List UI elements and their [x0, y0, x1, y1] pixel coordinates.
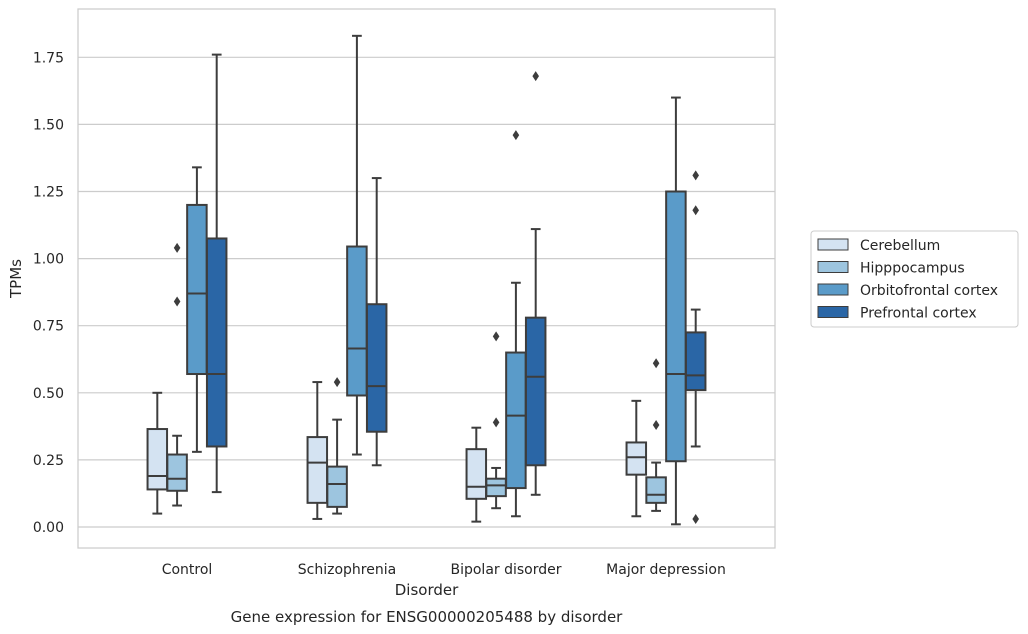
box-group	[326, 377, 348, 515]
outlier-point	[692, 170, 699, 181]
box-group	[684, 170, 707, 524]
box-group	[505, 130, 527, 518]
legend-swatch	[817, 238, 849, 251]
x-axis-title: Disorder	[395, 581, 459, 599]
box-iqr	[146, 428, 169, 491]
y-tick-labels: 0.00 0.25 0.50 0.75 1.00 1.25 1.50 1.75	[33, 50, 64, 536]
y-tick-label: 0.75	[33, 319, 64, 335]
box-iqr	[524, 316, 547, 467]
y-axis-title: TPMs	[7, 259, 25, 299]
box-group	[485, 331, 507, 510]
box-iqr	[365, 303, 388, 433]
box-group	[205, 53, 228, 494]
legend-label: Cerebellum	[860, 238, 940, 254]
legend-label: Orbitofrontal cortex	[860, 283, 998, 299]
outlier-point	[512, 130, 520, 141]
outlier-point	[492, 331, 500, 342]
box-iqr	[645, 476, 667, 504]
box-iqr	[205, 237, 228, 448]
box-group	[166, 242, 188, 507]
box-iqr	[306, 436, 329, 504]
y-tick-label: 1.00	[33, 252, 64, 268]
outlier-point	[492, 417, 500, 428]
legend-swatch	[817, 283, 849, 296]
box-group	[524, 71, 547, 496]
box-iqr	[665, 190, 687, 463]
box-iqr	[326, 465, 348, 508]
box-iqr	[485, 477, 507, 498]
box-group	[465, 426, 488, 523]
y-tick-label: 0.50	[33, 386, 64, 402]
y-tick-label: 0.25	[33, 453, 64, 469]
x-tick-labels: Control Schizophrenia Bipolar disorder Majo…	[162, 562, 726, 578]
box-group	[346, 34, 368, 456]
x-tick-label: Control	[162, 562, 213, 578]
box-iqr	[166, 453, 188, 492]
box-iqr	[625, 441, 648, 476]
legend-label: Hipppocampus	[860, 261, 965, 277]
outlier-point	[173, 296, 181, 307]
box-iqr	[684, 331, 707, 392]
x-tick-label: Schizophrenia	[298, 562, 396, 578]
box-group	[665, 96, 687, 526]
box-group	[645, 358, 667, 512]
legend-swatch	[817, 306, 849, 318]
box-iqr	[186, 203, 208, 376]
box-iqr	[465, 448, 488, 500]
y-tick-label: 0.00	[33, 520, 64, 536]
legend-swatch	[817, 261, 849, 273]
x-tick-label: Major depression	[606, 562, 726, 578]
y-tick-label: 1.25	[33, 185, 64, 201]
outlier-point	[652, 358, 660, 369]
box-group	[365, 177, 388, 467]
y-tick-label: 1.75	[33, 50, 64, 66]
boxes	[146, 34, 707, 526]
outlier-point	[532, 71, 539, 82]
box-iqr	[505, 351, 527, 490]
outlier-point	[692, 513, 699, 524]
x-tick-label: Bipolar disorder	[450, 562, 561, 578]
outlier-point	[333, 377, 341, 388]
outlier-point	[173, 242, 181, 253]
outlier-point	[652, 420, 660, 431]
outlier-point	[692, 205, 699, 216]
box-group	[625, 399, 648, 518]
legend-frame	[810, 230, 1019, 328]
y-tick-label: 1.50	[33, 117, 64, 133]
legend: Cerebellum Hipppocampus Orbitofrontal cort…	[810, 230, 1019, 328]
box-iqr	[346, 245, 368, 397]
figure-caption: Gene expression for ENSG00000205488 by d…	[231, 608, 624, 626]
legend-label: Prefrontal cortex	[860, 306, 977, 322]
box-group	[146, 391, 169, 515]
